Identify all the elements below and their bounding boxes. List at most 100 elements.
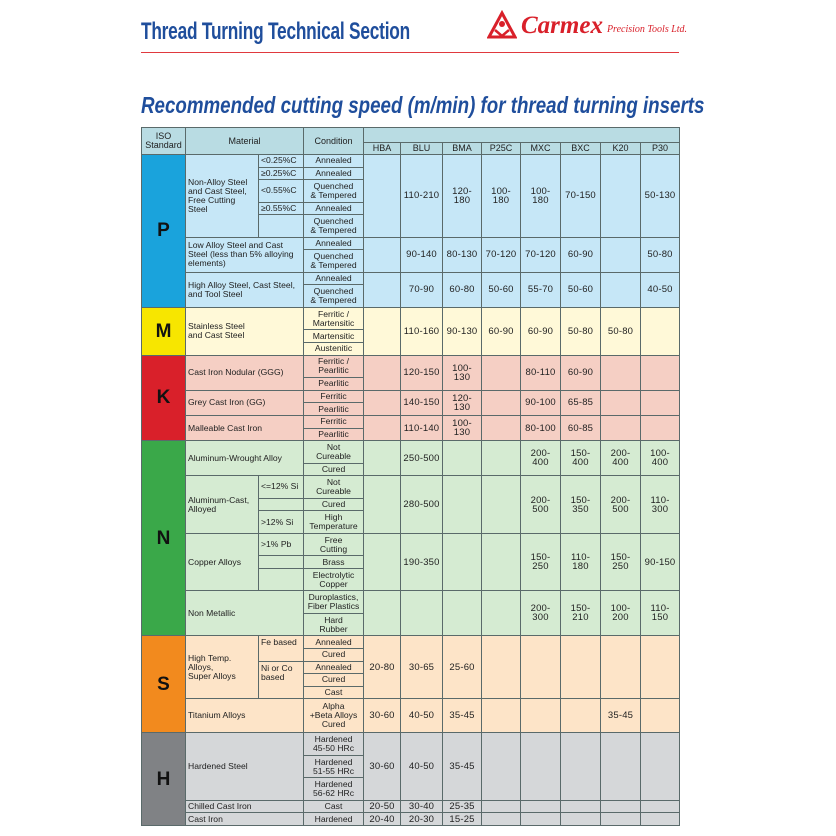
speed-p25c xyxy=(481,475,522,534)
speed-hba xyxy=(363,306,402,356)
speed-p30: 100-400 xyxy=(640,440,681,477)
speed-blu: 30-65 xyxy=(400,635,444,700)
speed-k20: 150-250 xyxy=(600,532,642,592)
condition: Quenched & Tempered xyxy=(303,179,365,203)
speed-p25c xyxy=(481,698,522,734)
page-title: Thread Turning Technical Section xyxy=(141,18,410,45)
condition: Ferritic / Martensitic xyxy=(303,306,365,331)
speed-mxc: 60-90 xyxy=(520,306,562,356)
speed-bma: 120-130 xyxy=(442,389,483,416)
condition: Quenched & Tempered xyxy=(303,249,365,273)
speed-mxc: 150-250 xyxy=(520,532,562,592)
speed-bma xyxy=(442,590,483,637)
speed-blu: 120-150 xyxy=(400,354,444,391)
table-row: High Alloy Steel, Cast Steel, and Tool S… xyxy=(141,271,681,308)
material-subtype: >1% Pb xyxy=(257,532,305,557)
condition: Annealed xyxy=(303,271,365,286)
table-row: Grey Cast Iron (GG) Ferritic 140-150 120-13… xyxy=(141,389,681,416)
header-material: Material xyxy=(184,127,305,155)
speed-bxc: 70-150 xyxy=(560,154,602,238)
speed-bma xyxy=(442,475,483,534)
speed-bxc: 60-90 xyxy=(560,236,602,273)
speed-bma: 60-80 xyxy=(442,271,483,308)
speed-bxc: 110-180 xyxy=(560,532,602,592)
speed-k20 xyxy=(600,635,642,700)
material-name: Hardened Steel xyxy=(184,732,305,801)
speed-mxc: 55-70 xyxy=(520,271,562,308)
speed-p30 xyxy=(640,414,681,442)
material-name: Low Alloy Steel and Cast Steel (less tha… xyxy=(184,236,305,273)
header-grades-band xyxy=(363,127,681,143)
material-subtype: >12% Si xyxy=(257,510,305,534)
table-row: Low Alloy Steel and Cast Steel (less tha… xyxy=(141,236,681,273)
material-name: Aluminum-Wrought Alloy xyxy=(184,440,305,477)
speed-hba xyxy=(363,354,402,391)
table-row: S High Temp. Alloys, Super Alloys Fe based… xyxy=(141,635,681,734)
speed-k20 xyxy=(600,799,642,814)
speed-p30 xyxy=(640,799,681,814)
condition: Annealed xyxy=(303,154,365,168)
speed-bma: 35-45 xyxy=(442,698,483,734)
condition: Electrolytic Copper xyxy=(303,567,365,592)
table-row: P Non-Alloy Steel and Cast Steel, Free Cu… xyxy=(141,154,681,308)
carmex-logo: Carmex Precision Tools Ltd. xyxy=(487,10,687,40)
speed-p30: 110-300 xyxy=(640,475,681,534)
condition: Quenched & Tempered xyxy=(303,214,365,238)
speed-blu: 40-50 xyxy=(400,732,444,801)
speed-bxc xyxy=(560,732,602,801)
speed-hba xyxy=(363,532,402,592)
condition: Pearlitic xyxy=(303,377,365,391)
speed-blu: 70-90 xyxy=(400,271,444,308)
speed-bma xyxy=(442,532,483,592)
speed-hba: 20-50 xyxy=(363,799,402,814)
header-grade-hba: HBA xyxy=(363,142,402,155)
speed-mxc: 80-110 xyxy=(520,354,562,391)
condition: Hardened 56-62 HRc xyxy=(303,777,365,801)
speed-k20 xyxy=(600,271,642,308)
condition: Ferritic xyxy=(303,389,365,404)
condition: Pearlitic xyxy=(303,427,365,442)
speed-bxc: 150-210 xyxy=(560,590,602,637)
speed-p30 xyxy=(640,812,681,827)
condition: Annealed xyxy=(303,236,365,251)
iso-group-k: K xyxy=(141,354,186,442)
speed-mxc: 200-300 xyxy=(520,590,562,637)
material-name: Non Metallic xyxy=(184,590,305,637)
speed-bma: 35-45 xyxy=(442,732,483,801)
speed-mxc: 200-500 xyxy=(520,475,562,534)
speed-bma: 100-130 xyxy=(442,414,483,442)
material-name: Grey Cast Iron (GG) xyxy=(184,389,305,416)
material-name: Stainless Steel and Cast Steel xyxy=(184,306,305,356)
condition: Hardened xyxy=(303,812,365,827)
speed-bxc: 60-85 xyxy=(560,414,602,442)
iso-group-p: P xyxy=(141,154,186,308)
condition: Hardened 51-55 HRc xyxy=(303,754,365,779)
table-row: Non Metallic Duroplastics, Fiber Plastics… xyxy=(141,590,681,637)
speed-p25c xyxy=(481,532,522,592)
speed-p30: 50-80 xyxy=(640,236,681,273)
speed-p25c xyxy=(481,799,522,814)
header-grade-p25c: P25C xyxy=(481,142,522,155)
speed-p25c xyxy=(481,440,522,477)
speed-hba xyxy=(363,440,402,477)
table-row: M Stainless Steel and Cast Steel Ferritic … xyxy=(141,306,681,356)
speed-blu: 110-210 xyxy=(400,154,444,238)
material-name: Non-Alloy Steel and Cast Steel, Free Cut… xyxy=(185,154,259,238)
speed-mxc xyxy=(520,698,562,734)
table-title: Recommended cutting speed (m/min) for th… xyxy=(141,92,705,118)
speed-p30 xyxy=(640,306,681,356)
table-row: Malleable Cast Iron Ferritic 110-140 100-13… xyxy=(141,414,681,442)
speed-p25c xyxy=(481,414,522,442)
speed-bma: 120-180 xyxy=(442,154,483,238)
table-row: Aluminum-Cast, Alloyed <=12% Si Not Cureab… xyxy=(141,475,681,534)
speed-blu: 30-40 xyxy=(400,799,444,814)
condition: Martensitic xyxy=(303,329,365,344)
speed-p30: 110-150 xyxy=(640,590,681,637)
table-row: Copper Alloys >1% Pb Free Cutting 190-350 15… xyxy=(141,532,681,592)
speed-hba: 30-60 xyxy=(363,698,402,734)
header-condition: Condition xyxy=(303,127,365,155)
condition: High Temperature xyxy=(303,510,365,534)
condition: Hardened 45-50 HRc xyxy=(303,732,365,756)
speed-bxc: 150-350 xyxy=(560,475,602,534)
speed-mxc: 100-180 xyxy=(520,154,562,238)
